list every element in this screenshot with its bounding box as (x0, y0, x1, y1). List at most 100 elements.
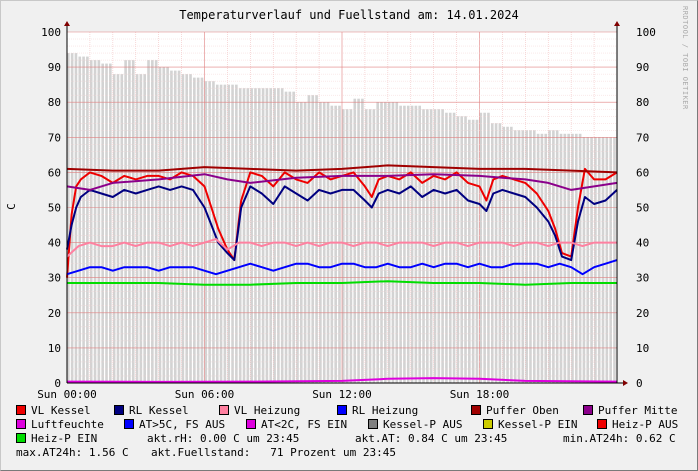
fuellstand-bar (361, 98, 364, 383)
y-tick-label-right: 100 (636, 26, 656, 39)
fuellstand-bar (151, 60, 154, 384)
fuellstand-bar (158, 67, 162, 383)
fuellstand-bar (437, 109, 441, 383)
y-tick-label-right: 70 (636, 131, 649, 144)
rrdtool-watermark: RRDTOOL / TOBI OETIKER (681, 6, 689, 110)
y-tick-label: 60 (48, 166, 61, 179)
fuellstand-bar (418, 105, 422, 384)
fuellstand-bar (353, 98, 357, 383)
fuellstand-bar (448, 112, 452, 383)
fuellstand-bar (238, 88, 242, 383)
legend-swatch (114, 405, 124, 415)
legend-swatch (368, 419, 378, 429)
fuellstand-bar (109, 63, 112, 384)
legend-label: Luftfeuchte (31, 418, 104, 431)
legend-label: Puffer Oben (486, 404, 559, 417)
fuellstand-bar (475, 119, 479, 383)
fuellstand-bar (521, 130, 525, 383)
fuellstand-bar (280, 88, 284, 383)
fuellstand-bar (105, 63, 108, 384)
y-tick-label: 70 (48, 131, 61, 144)
fuellstand-bar (345, 109, 349, 383)
series-line (66, 167, 618, 278)
fuellstand-bar (441, 109, 444, 383)
fuellstand-bar (78, 56, 82, 383)
fuellstand-bar (410, 105, 414, 384)
legend-item: VL Heizung (219, 404, 300, 417)
legend-swatch (246, 419, 256, 429)
fuellstand-bar (490, 123, 494, 383)
y-tick-label-right: 20 (636, 307, 649, 320)
fuellstand-bar (162, 67, 166, 383)
legend-swatch (16, 419, 26, 429)
legend-item: Kessel-P EIN (483, 418, 577, 431)
fuellstand-bar (334, 105, 337, 384)
fuellstand-bar (452, 112, 456, 383)
fuellstand-bar (284, 91, 288, 384)
legend-label: RL Heizung (352, 404, 419, 417)
fuellstand-bar (143, 74, 147, 384)
fuellstand-bar (342, 109, 345, 383)
legend-label: Heiz-P EIN (31, 432, 98, 445)
legend-label: VL Heizung (234, 404, 301, 417)
y-axis-arrow-left (64, 21, 70, 26)
fuellstand-bar (525, 130, 528, 383)
fuellstand-bar (139, 74, 143, 384)
legend-swatch (337, 405, 347, 415)
series-line (67, 280, 617, 286)
fuellstand-bar (471, 119, 475, 383)
fuellstand-bar (609, 137, 612, 383)
fuellstand-bar (406, 105, 410, 384)
fuellstand-bar (292, 91, 295, 384)
fuellstand-bar (594, 137, 597, 383)
fuellstand-bar (166, 67, 169, 383)
series-line (66, 185, 618, 262)
fuellstand-bar (67, 53, 70, 384)
fuellstand-bar (403, 105, 406, 384)
fuellstand-bar (112, 74, 116, 384)
y-tick-label: 90 (48, 61, 61, 74)
legend-label: Puffer Mitte (598, 404, 678, 417)
fuellstand-bar (173, 70, 177, 384)
legend-swatch (124, 419, 134, 429)
chart-plot: 0 0 10 10 20 20 30 30 40 40 50 50 60 60 70 70 80 80 90 90 10… (37, 21, 656, 400)
y-tick-label-right: 50 (636, 202, 649, 215)
fuellstand-bar (445, 112, 448, 383)
legend-swatch (583, 405, 593, 415)
y-tick-label: 100 (41, 26, 61, 39)
y-tick-label: 0 (54, 377, 61, 390)
y-tick-label-right: 40 (636, 237, 649, 250)
stat-min: min.AT24h: 0.62 C (563, 432, 676, 445)
fuellstand-bar (223, 84, 227, 384)
fuellstand-bar (196, 77, 200, 383)
fuellstand-bar (422, 109, 425, 383)
fuellstand-bar (193, 77, 196, 383)
x-tick-label: Sun 18:00 (450, 388, 510, 400)
fuellstand-bar (414, 105, 418, 384)
fuellstand-bar (307, 95, 311, 384)
fuellstand-bar (273, 88, 276, 383)
y-tick-label: 10 (48, 342, 61, 355)
fuellstand-bar (426, 109, 429, 383)
legend-label: RL Kessel (129, 404, 189, 417)
series-line (66, 259, 618, 276)
fuellstand-bar (574, 133, 578, 383)
fuellstand-bar (479, 112, 483, 383)
fuellstand-bar (559, 133, 563, 383)
fuellstand-bar (86, 56, 89, 383)
fuellstand-bar (242, 88, 246, 383)
fuellstand-bar (498, 123, 502, 383)
fuellstand-bar (506, 126, 509, 384)
fuellstand-bar (586, 137, 590, 383)
fuellstand-bar (147, 60, 150, 384)
fuellstand-bar (372, 109, 376, 383)
y-tick-label-right: 80 (636, 96, 649, 109)
legend-swatch (483, 419, 493, 429)
fuellstand-bar (185, 74, 189, 384)
fuellstand-bar (231, 84, 234, 384)
y-tick-label-right: 60 (636, 166, 649, 179)
series-line (66, 164, 618, 174)
fuellstand-bar (468, 119, 471, 383)
fuellstand-bar (605, 137, 609, 383)
fuellstand-bar (200, 77, 204, 383)
